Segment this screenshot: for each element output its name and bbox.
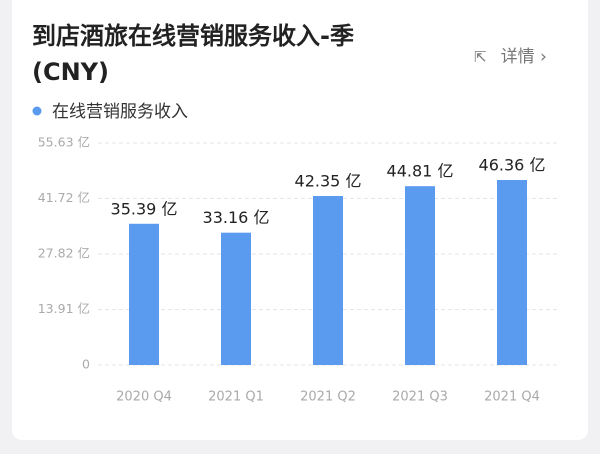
x-tick-label: 2021 Q2 [300, 390, 356, 405]
value-label: 33.16 亿 [203, 208, 270, 227]
bar [221, 232, 251, 365]
y-tick-label: 55.63 亿 [38, 135, 90, 150]
value-label: 46.36 亿 [479, 155, 546, 174]
details-text[interactable]: 详情 [500, 47, 535, 67]
legend-label: 在线营销服务收入 [52, 102, 188, 122]
x-tick-label: 2021 Q1 [208, 390, 264, 405]
share-icon[interactable]: ⇱ [474, 48, 487, 66]
value-label: 35.39 亿 [111, 199, 178, 218]
y-tick-label: 0 [82, 357, 90, 372]
y-tick-label: 41.72 亿 [38, 190, 90, 205]
bar [405, 186, 435, 365]
chart-title: 到店酒旅在线营销服务收入-季 (CNY) [32, 22, 354, 86]
bar [129, 223, 159, 365]
y-tick-label: 13.91 亿 [38, 301, 90, 316]
bar [313, 195, 343, 365]
x-tick-label: 2021 Q3 [392, 390, 448, 405]
value-label: 42.35 亿 [295, 171, 362, 190]
x-tick-label: 2021 Q4 [484, 390, 540, 405]
legend-marker [32, 106, 42, 116]
x-tick-label: 2020 Q4 [116, 390, 172, 405]
bar [497, 179, 527, 365]
y-tick-label: 27.82 亿 [38, 245, 90, 260]
value-label: 44.81 亿 [387, 162, 454, 181]
card: 到店酒旅在线营销服务收入-季 (CNY) ⇱ 详情 › [12, 0, 588, 440]
details-link[interactable]: ⇱ 详情 › [474, 47, 547, 67]
